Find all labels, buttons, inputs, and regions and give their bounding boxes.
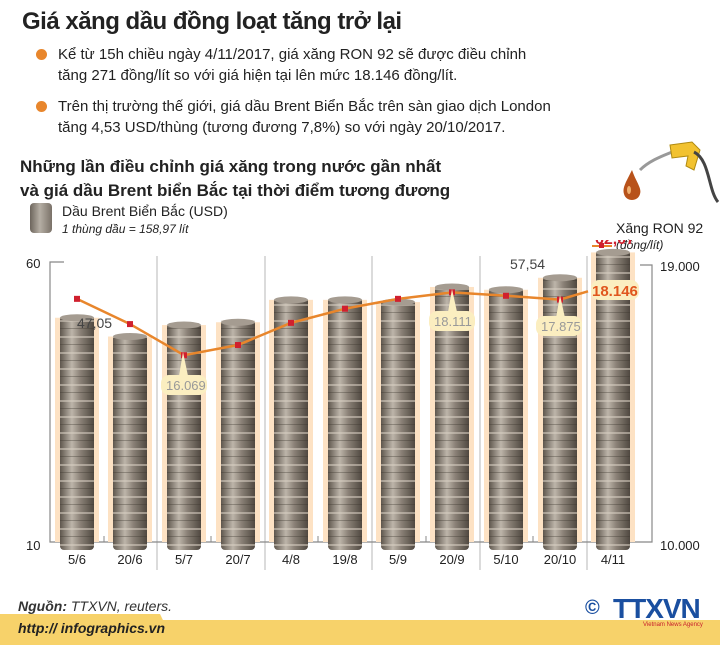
bullet-text: Kể từ 15h chiều ngày 4/11/2017, giá xăng… [58, 46, 527, 63]
bar-label-4-11: 62,07 [595, 240, 635, 248]
left-axis-bottom-tick: 10 [26, 538, 40, 553]
x-axis-label: 20/9 [439, 552, 464, 567]
x-axis-label: 4/11 [601, 552, 625, 567]
svg-text:17.875: 17.875 [541, 319, 581, 334]
line-marker [288, 319, 294, 326]
barrel-bar [269, 296, 313, 550]
barrel-bar [323, 296, 367, 550]
x-axis-label: 20/10 [544, 552, 577, 567]
bullet-dot-icon [36, 49, 47, 60]
x-axis-label: 20/6 [117, 552, 142, 567]
bullet-text: Trên thị trường thế giới, giá dầu Brent … [58, 98, 551, 115]
site-url-link[interactable]: http:// infographics.vn [18, 620, 165, 636]
group-separators [156, 256, 588, 570]
subtitle-line: Những lần điều chỉnh giá xăng trong nước… [20, 157, 442, 176]
bullet-item: Trên thị trường thế giới, giá dầu Brent … [36, 96, 596, 138]
x-axis-label: 4/8 [282, 552, 300, 567]
x-axis-labels: 5/6 20/6 5/7 20/7 4/8 19/8 5/9 20/9 5/10 20/10 4/1… [68, 552, 625, 567]
bullet-text: tăng 4,53 USD/thùng (tương đương 7,8%) s… [58, 119, 506, 136]
x-axis-label: 5/10 [493, 552, 518, 567]
x-axis-label: 20/7 [225, 552, 250, 567]
chart-subtitle: Những lần điều chỉnh giá xăng trong nước… [20, 155, 450, 203]
bar-label-20-6: 47,05 [77, 315, 112, 331]
barrel-bar [484, 286, 528, 550]
fuel-nozzle-icon [623, 141, 720, 203]
callout-18146: 18.146 [591, 280, 639, 300]
barrel-bar [55, 314, 99, 550]
legend-brent-note: 1 thùng dầu = 158,97 lít [62, 222, 189, 236]
bullet-text: tăng 271 đồng/lít so với giá hiện tại lê… [58, 67, 458, 84]
oil-barrel-icon [30, 203, 52, 233]
barrel-bar [591, 248, 635, 550]
footer-tab [0, 614, 175, 645]
barrel-bar [376, 298, 420, 550]
logo-subtext: Vietnam News Agency [643, 622, 703, 628]
x-axis-label: 5/7 [175, 552, 193, 567]
x-axis-label: 19/8 [332, 552, 357, 567]
callout-17875: 17.875 [536, 295, 582, 336]
barrel-bar [216, 318, 260, 550]
legend-brent-label: Dầu Brent Biển Bắc (USD) [62, 203, 228, 219]
right-axis-bottom-tick: 10.000 [660, 538, 700, 553]
right-axis-top-tick: 19.000 [660, 259, 700, 274]
line-marker [235, 342, 241, 349]
svg-text:18.146: 18.146 [592, 283, 638, 300]
svg-text:18.111: 18.111 [434, 314, 472, 329]
bullet-item: Kể từ 15h chiều ngày 4/11/2017, giá xăng… [36, 44, 596, 86]
bullet-dot-icon [36, 101, 47, 112]
x-axis-label: 5/6 [68, 552, 86, 567]
svg-text:16.069: 16.069 [166, 378, 206, 393]
legend-ron-unit: (đồng/lít) [616, 238, 664, 252]
line-marker [74, 295, 80, 302]
line-marker [503, 292, 509, 299]
bullet-list: Kể từ 15h chiều ngày 4/11/2017, giá xăng… [36, 44, 596, 148]
barrel-bar [108, 333, 152, 550]
left-axis-top-tick: 60 [26, 256, 40, 271]
brent-bars [55, 248, 635, 550]
right-axis [640, 264, 653, 543]
source-label: Nguồn: [18, 598, 67, 614]
x-axis-label: 5/9 [389, 552, 407, 567]
legend-ron-label: Xăng RON 92 [616, 220, 704, 236]
line-marker [395, 295, 401, 302]
combo-chart: 60 10 19.000 10.000 47,05 57,54 62,07 16… [26, 240, 700, 570]
line-marker [342, 305, 348, 312]
page-title: Giá xăng dầu đồng loạt tăng trở lại [22, 8, 402, 35]
line-marker [181, 352, 187, 359]
legend-marker-icon [599, 243, 604, 248]
copyright-icon: © [585, 597, 600, 619]
bar-label-20-10: 57,54 [510, 256, 545, 272]
subtitle-line: và giá dầu Brent biển Bắc tại thời điểm … [20, 181, 451, 200]
line-marker [127, 321, 133, 328]
logo-text: TTXVN [613, 593, 701, 624]
source-text: TTXVN, reuters. [66, 598, 173, 614]
source-note: Nguồn: TTXVN, reuters. [18, 598, 172, 614]
callout-18111: 18.111 [429, 289, 475, 331]
callout-16069: 16.069 [161, 352, 207, 395]
